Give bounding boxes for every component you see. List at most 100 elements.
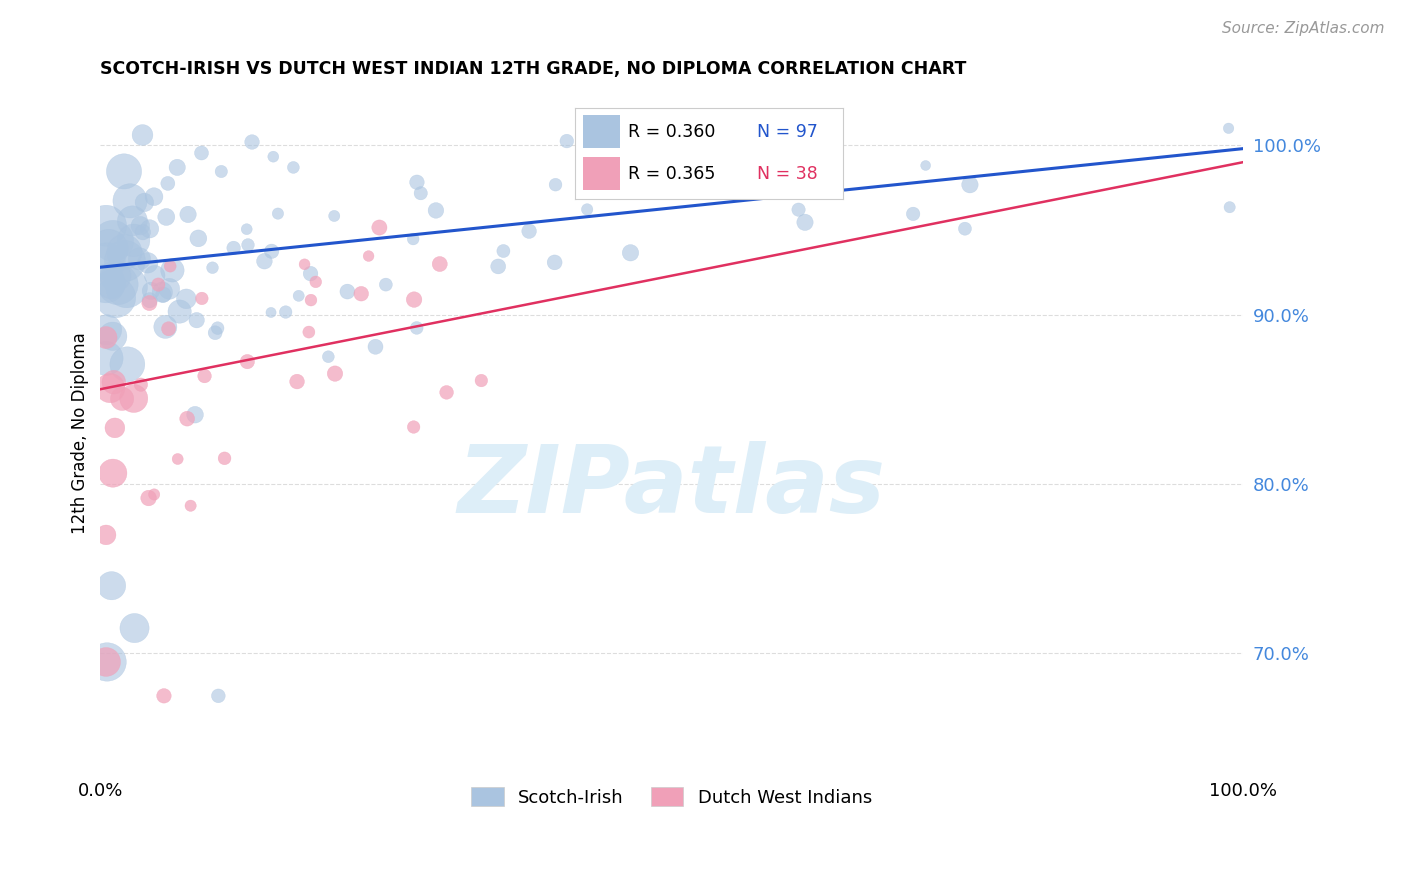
Point	[299, 293, 322, 307]
Point	[103, 375, 125, 389]
Point	[96, 655, 118, 669]
Point	[114, 254, 136, 268]
Point	[318, 350, 340, 364]
Point	[104, 268, 127, 283]
Point	[96, 254, 118, 268]
Point	[294, 257, 316, 271]
Point	[787, 202, 810, 217]
Point	[94, 528, 117, 542]
Point	[543, 255, 565, 269]
Point	[111, 392, 134, 406]
Point	[285, 375, 308, 389]
Point	[404, 293, 426, 307]
Point	[101, 329, 124, 343]
Point	[104, 290, 127, 304]
Point	[100, 277, 122, 292]
Point	[187, 231, 209, 245]
Point	[115, 280, 138, 294]
Point	[94, 351, 117, 366]
Point	[176, 411, 198, 425]
Point	[1218, 121, 1240, 136]
Point	[959, 178, 981, 192]
Point	[138, 296, 160, 310]
Point	[191, 292, 214, 306]
Point	[122, 233, 145, 247]
Point	[436, 385, 458, 400]
Point	[155, 319, 177, 334]
Point	[94, 655, 117, 669]
Point	[177, 207, 200, 221]
Point	[134, 195, 156, 210]
Point	[96, 323, 118, 337]
Point	[139, 284, 162, 298]
Point	[117, 357, 139, 371]
Point	[136, 256, 159, 270]
Point	[817, 180, 839, 194]
Text: ZIPatlas: ZIPatlas	[457, 442, 886, 533]
Point	[132, 225, 155, 239]
Point	[262, 150, 284, 164]
Point	[287, 289, 309, 303]
Point	[152, 287, 174, 301]
Point	[235, 222, 257, 236]
Point	[112, 244, 135, 259]
Point	[425, 203, 447, 218]
Point	[122, 392, 145, 406]
Point	[555, 134, 578, 148]
Point	[143, 268, 166, 283]
Point	[598, 136, 620, 150]
Point	[129, 377, 152, 392]
Point	[299, 267, 322, 281]
Point	[138, 491, 160, 505]
Point	[180, 499, 202, 513]
Point	[755, 142, 778, 156]
Point	[402, 232, 425, 246]
Text: SCOTCH-IRISH VS DUTCH WEST INDIAN 12TH GRADE, NO DIPLOMA CORRELATION CHART: SCOTCH-IRISH VS DUTCH WEST INDIAN 12TH G…	[100, 60, 967, 78]
Point	[357, 249, 380, 263]
Point	[100, 579, 122, 593]
Point	[121, 214, 143, 228]
Point	[274, 305, 297, 319]
Point	[162, 263, 184, 277]
Point	[138, 293, 160, 308]
Point	[364, 340, 387, 354]
Point	[138, 222, 160, 236]
Point	[517, 224, 540, 238]
Point	[409, 186, 432, 201]
Point	[207, 689, 229, 703]
Y-axis label: 12th Grade, No Diploma: 12th Grade, No Diploma	[72, 333, 89, 534]
Point	[260, 244, 283, 259]
Point	[576, 202, 599, 217]
Point	[214, 451, 236, 466]
Point	[159, 259, 181, 273]
Point	[368, 220, 391, 235]
Point	[169, 304, 191, 318]
Point	[143, 190, 166, 204]
Point	[112, 164, 135, 178]
Point	[143, 487, 166, 501]
Point	[406, 175, 429, 189]
Point	[240, 135, 263, 149]
Point	[350, 286, 373, 301]
Point	[619, 245, 641, 260]
Point	[176, 292, 198, 306]
Point	[207, 321, 229, 335]
Point	[150, 285, 173, 300]
Point	[236, 238, 259, 252]
Point	[794, 215, 817, 229]
Point	[267, 206, 290, 220]
Point	[166, 452, 188, 467]
Point	[470, 374, 492, 388]
Point	[107, 277, 129, 292]
Point	[236, 354, 259, 368]
Point	[104, 421, 127, 435]
Point	[101, 234, 124, 248]
Point	[209, 164, 232, 178]
Point	[914, 159, 936, 173]
Point	[101, 466, 124, 480]
Point	[157, 322, 180, 336]
Point	[94, 277, 117, 291]
Point	[492, 244, 515, 258]
Point	[644, 126, 666, 140]
Point	[128, 252, 150, 266]
